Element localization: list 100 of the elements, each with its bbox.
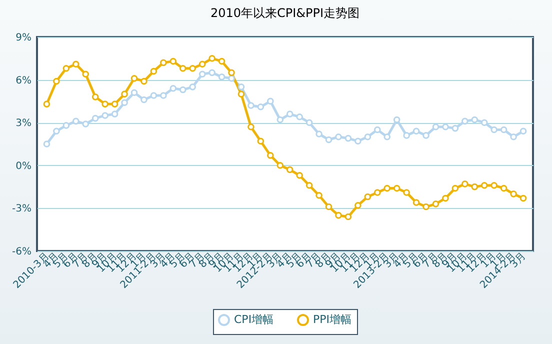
y-tick-label: 6% [16,75,32,86]
point [170,84,177,92]
point [374,189,381,196]
point [325,203,332,210]
point [296,172,303,179]
point [179,64,186,72]
point [160,59,167,66]
point [228,74,235,82]
point [189,64,196,72]
point [471,116,478,124]
point [286,166,294,174]
point [121,90,128,98]
point [238,90,245,98]
point [335,212,342,219]
point [150,92,158,99]
point [286,110,294,118]
point [130,74,138,82]
point [364,193,372,200]
point [480,182,488,189]
point [102,100,108,108]
point [520,128,527,135]
point [316,130,322,138]
point [228,69,235,76]
point [471,183,478,190]
point [248,123,254,130]
y-tick-label: 3% [16,118,32,130]
point [393,116,400,124]
point [102,112,108,119]
point [160,92,167,99]
point [208,69,216,76]
point [344,134,352,142]
point [452,184,459,192]
y-tick-label: -3% [12,204,32,215]
point [490,182,498,189]
point [462,118,468,125]
point [72,118,80,125]
point [422,203,430,210]
point [92,114,99,122]
point [111,110,118,118]
chart-title: 2010年以来CPI&PPI走势图 [210,6,360,20]
point [257,138,264,145]
point [432,123,440,130]
point [325,136,332,144]
point [267,152,274,159]
point [140,96,148,104]
point [248,102,254,109]
point [403,189,410,196]
point [92,94,99,100]
point [442,194,449,202]
point [344,213,352,220]
point [393,184,400,192]
point [276,162,284,169]
point [198,60,206,68]
point [257,104,264,110]
point [422,132,430,139]
point [403,132,410,139]
legend-label: PPI增幅 [313,313,352,326]
point [316,192,322,199]
point [140,78,148,85]
point [111,100,118,108]
point [130,89,138,96]
y-tick-label: 0% [16,160,32,172]
point [62,122,70,129]
point [354,202,362,209]
point [62,64,70,72]
point [72,60,80,68]
point [452,124,459,132]
point [189,84,196,90]
point [82,70,90,78]
y-tick-label: -6% [12,246,32,258]
point [238,84,245,90]
point [218,74,226,80]
point [412,128,420,135]
point [179,86,186,94]
point [53,128,60,135]
point [218,58,226,65]
point [374,126,381,134]
point [267,98,274,105]
point [306,182,313,189]
point [510,190,517,198]
point [480,119,488,126]
point [121,99,128,106]
point [490,126,498,134]
point [82,120,90,128]
point [335,133,342,140]
point [53,78,60,85]
point [432,200,440,208]
point [170,58,177,65]
legend-label: CPI增幅 [234,313,274,326]
point [412,199,420,206]
point [500,184,508,192]
point [364,133,372,140]
y-tick-label: 9% [16,32,32,44]
point [276,116,284,124]
point [462,180,468,188]
point [354,138,362,145]
point [208,55,216,62]
point [384,184,391,192]
point [306,119,313,126]
point [384,133,391,140]
